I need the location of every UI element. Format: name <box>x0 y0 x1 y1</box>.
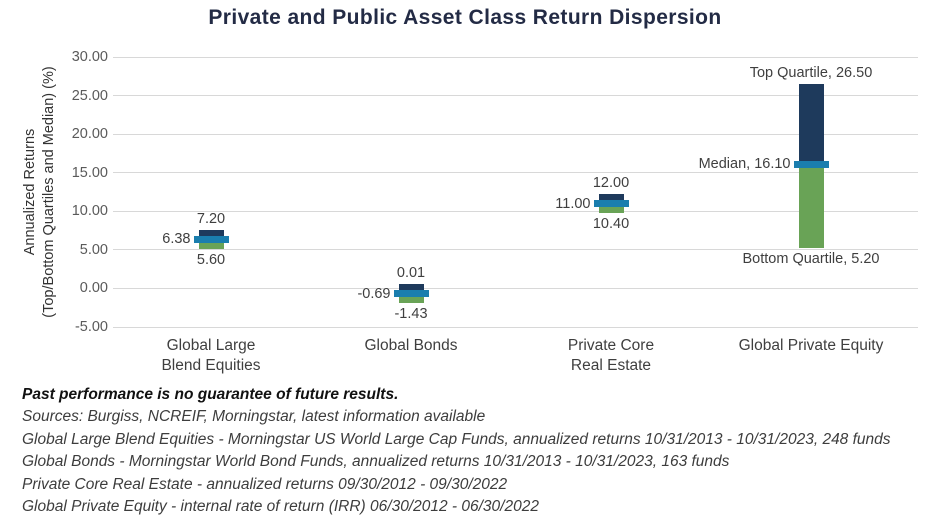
gridline <box>113 287 918 289</box>
footnote-global-bonds: Global Bonds - Morningstar World Bond Fu… <box>22 453 730 471</box>
footnote-global-large-blend-equities: Global Large Blend Equities - Morningsta… <box>22 430 891 448</box>
category-label: Private Core Real Estate <box>511 336 711 376</box>
footnote-private-core-real-estate: Private Core Real Estate - annualized re… <box>22 475 508 493</box>
y-axis-tick-label: 25.00 <box>71 87 108 104</box>
y-axis-tick-label: 20.00 <box>71 126 108 143</box>
bar-median-label: Median, 16.10 <box>698 156 791 173</box>
bottom-quartile-bar <box>398 293 424 304</box>
chart-title: Private and Public Asset Class Return Di… <box>208 6 722 29</box>
category-label-line: Real Estate <box>570 357 652 374</box>
category-label-line: Private Core <box>567 337 655 354</box>
bar-top-quartile-label: 12.00 <box>592 175 630 192</box>
footnote-global-private-equity: Global Private Equity - internal rate of… <box>22 498 539 516</box>
bar-median-label: 6.38 <box>162 231 191 248</box>
top-quartile-bar <box>198 229 224 240</box>
bottom-quartile-bar <box>598 203 624 214</box>
gridline <box>113 210 918 212</box>
chart-area: Annualized Returns (Top/Bottom Quartiles… <box>21 32 918 376</box>
bar-top-quartile-label: 7.20 <box>196 210 226 227</box>
y-axis-title-line2: (Top/Bottom Quartiles and Median) (%) <box>41 66 57 318</box>
top-quartile-bar <box>398 284 424 294</box>
median-band <box>793 160 829 168</box>
y-axis-tick-label: 15.00 <box>71 164 108 181</box>
disclaimer-text: Past performance is no guarantee of futu… <box>22 386 399 403</box>
top-quartile-bar <box>598 194 624 204</box>
bar-bottom-quartile-label: -1.43 <box>394 306 428 323</box>
y-axis-tick-label: 0.00 <box>79 280 108 297</box>
bar-bottom-quartile-label: 10.40 <box>592 216 630 233</box>
bottom-quartile-bar <box>198 239 224 249</box>
footnotes: Past performance is no guarantee of futu… <box>22 384 922 518</box>
median-band <box>593 200 629 208</box>
bar-bottom-quartile-label: 5.60 <box>196 251 226 268</box>
y-axis-tick-label: 5.00 <box>79 241 108 258</box>
gridline <box>113 249 918 251</box>
category-label-line: Blend Equities <box>161 357 261 374</box>
bottom-quartile-bar <box>798 164 824 249</box>
median-band <box>193 235 229 243</box>
bar-top-quartile-label: 0.01 <box>396 265 426 282</box>
gridline <box>113 172 918 174</box>
y-axis-title: Annualized Returns (Top/Bottom Quartiles… <box>21 32 61 352</box>
footnote-sources: Sources: Burgiss, NCREIF, Morningstar, l… <box>22 408 486 426</box>
median-band <box>393 290 429 298</box>
y-axis-title-line1: Annualized Returns <box>22 128 38 256</box>
y-axis-tick-label: 30.00 <box>71 49 108 65</box>
bar-median-label: 11.00 <box>555 195 591 212</box>
category-label-line: Global Large <box>166 337 256 354</box>
gridline <box>113 326 918 328</box>
y-axis-tick-label: 10.00 <box>71 203 108 220</box>
category-label-line: Global Private Equity <box>738 337 884 354</box>
bar-median-label: -0.69 <box>357 285 391 302</box>
category-label: Global Large Blend Equities <box>111 336 311 376</box>
gridline <box>113 95 918 97</box>
bar-bottom-quartile-label: Bottom Quartile, 5.20 <box>742 251 880 268</box>
bar-top-quartile-label: Top Quartile, 26.50 <box>749 65 873 81</box>
category-label-line: Global Bonds <box>364 337 458 354</box>
gridline <box>113 133 918 135</box>
category-label: Global Bonds <box>311 336 511 356</box>
category-label: Global Private Equity <box>711 336 911 356</box>
gridline <box>113 56 918 58</box>
top-quartile-bar <box>798 84 824 165</box>
y-axis-tick-label: -5.00 <box>74 319 108 335</box>
